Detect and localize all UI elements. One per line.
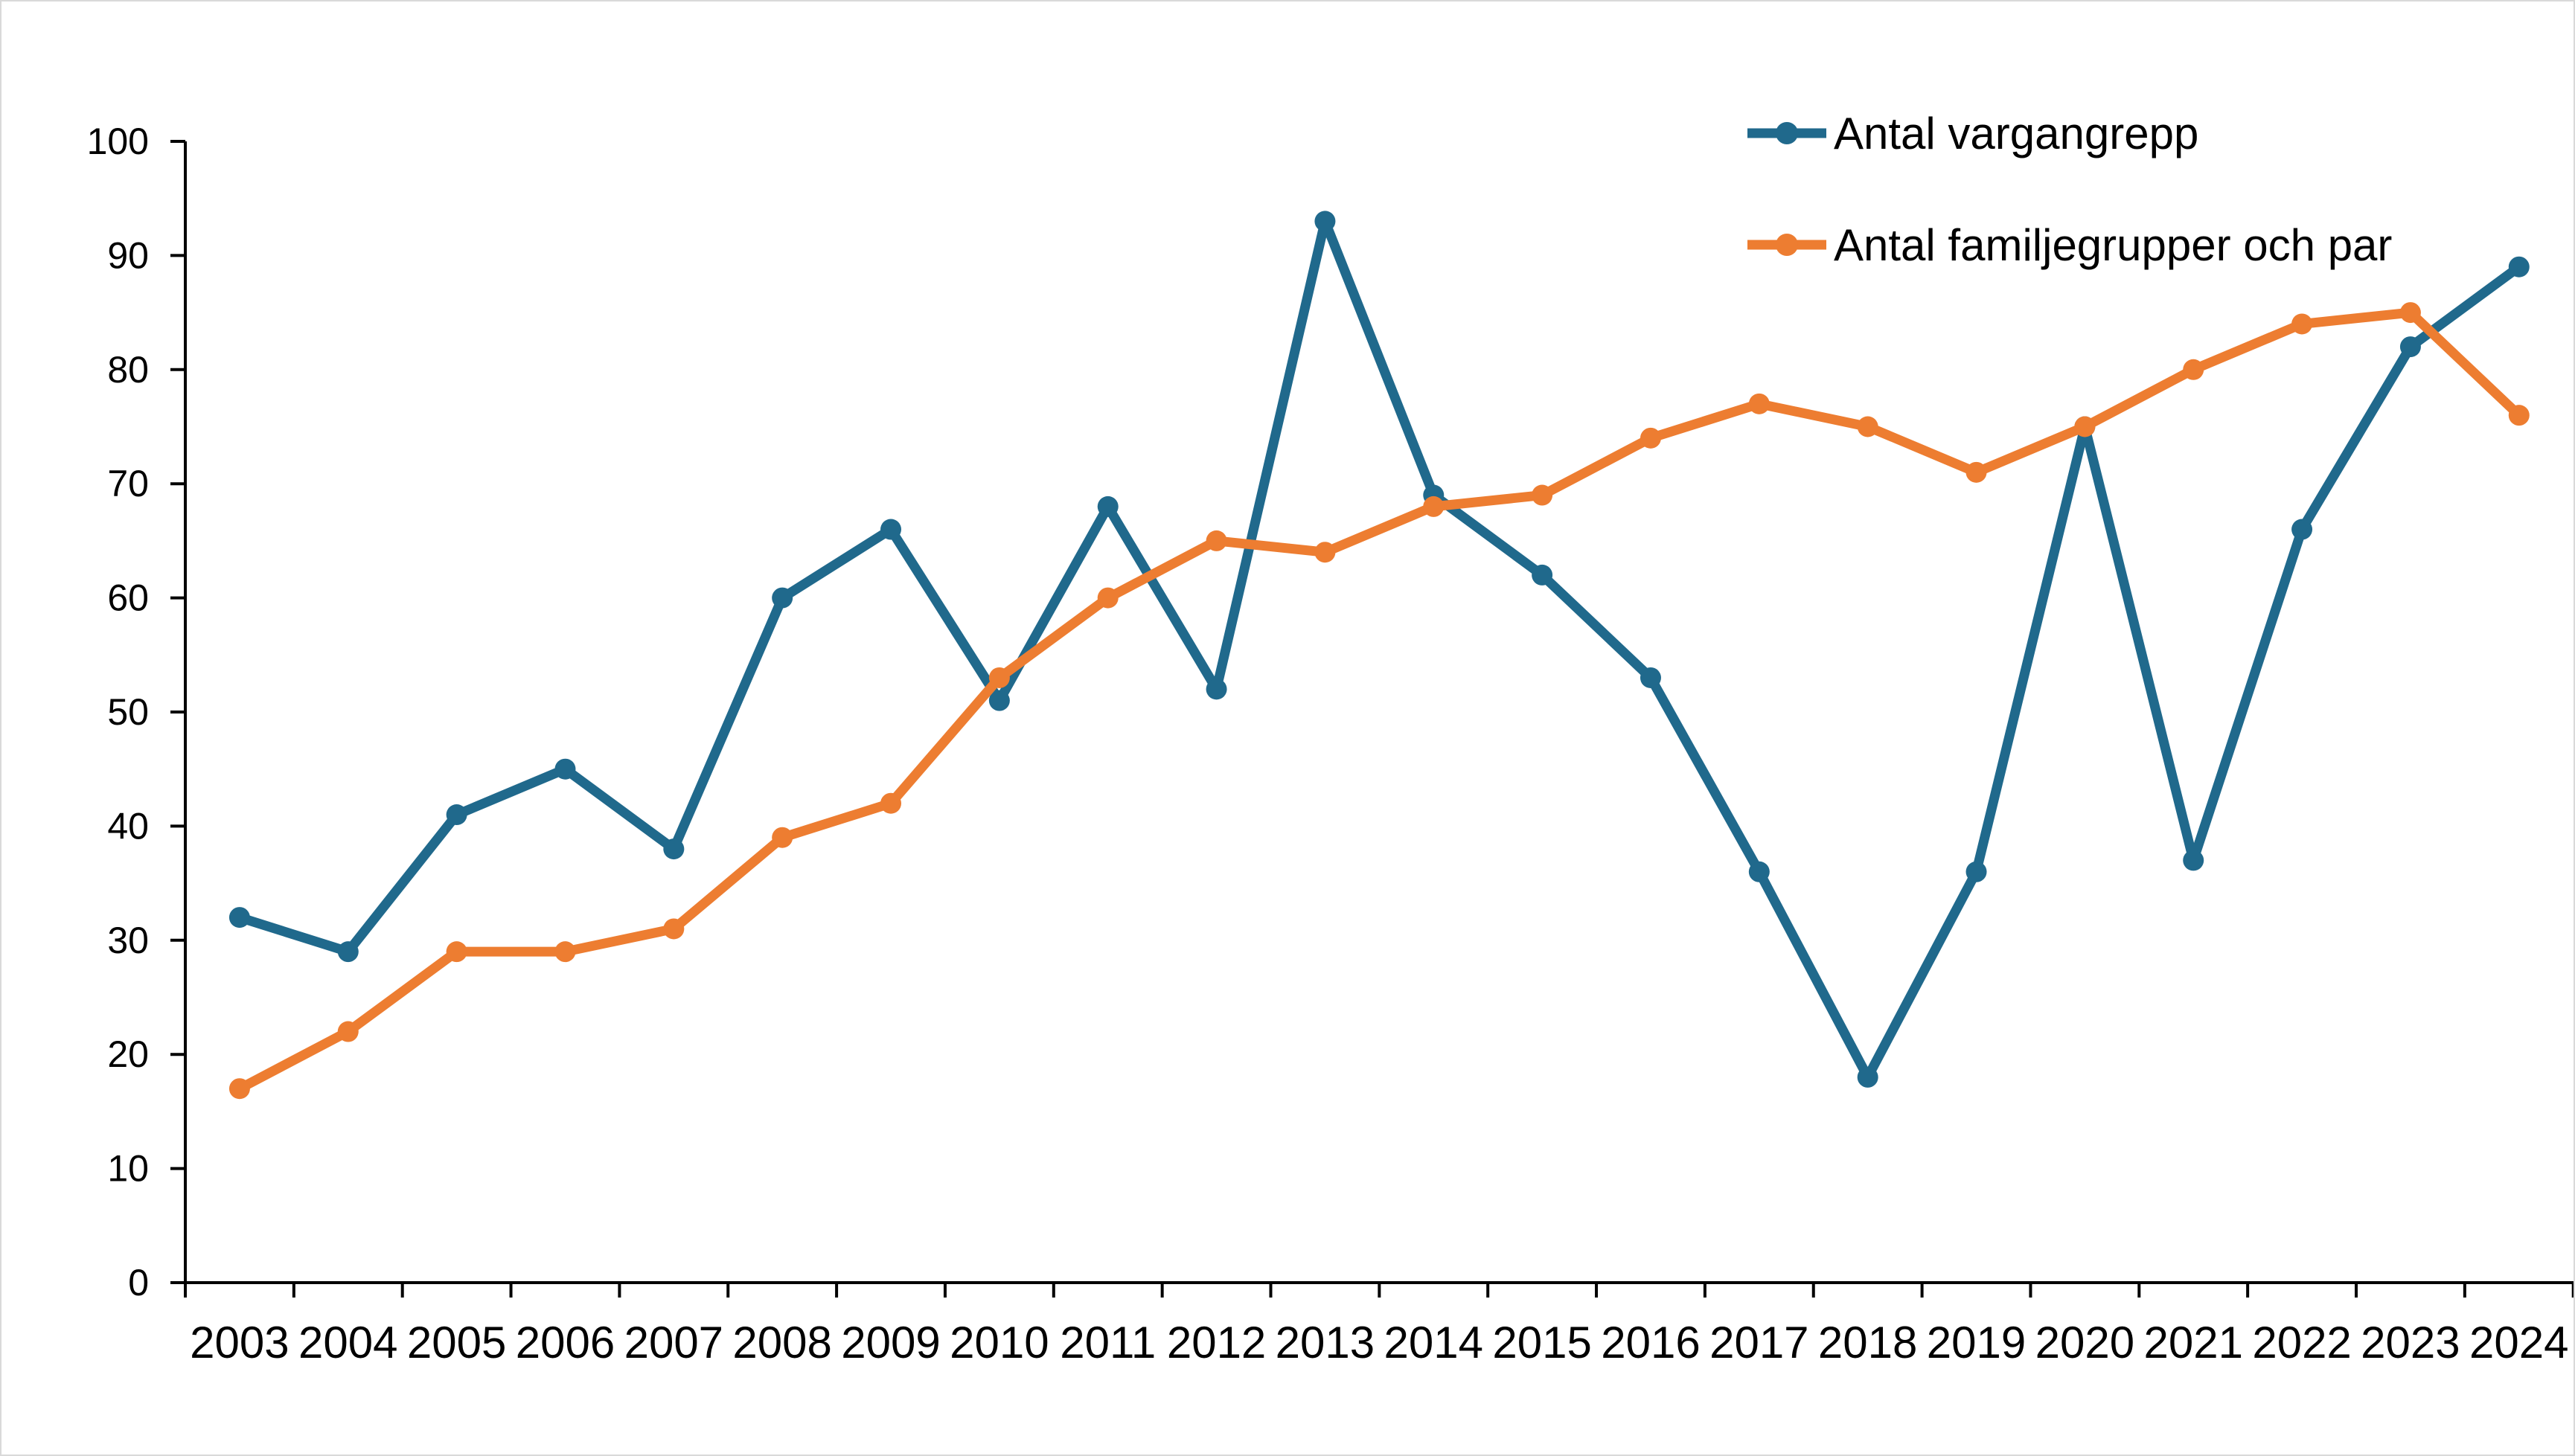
x-tick-label-2008: 2008 (732, 1318, 831, 1367)
y-tick-label-70: 70 (107, 463, 149, 504)
data-point-2016 (1640, 427, 1661, 449)
data-point-2024 (2508, 256, 2530, 278)
data-point-2010 (988, 690, 1010, 711)
x-tick-label-2012: 2012 (1167, 1318, 1266, 1367)
y-axis-ticks (170, 140, 185, 1284)
x-tick-label-2016: 2016 (1601, 1318, 1700, 1367)
data-point-2007 (663, 918, 685, 940)
x-tick-label-2013: 2013 (1276, 1318, 1375, 1367)
data-point-2023 (2399, 336, 2421, 358)
data-point-2013 (1314, 211, 1336, 232)
y-tick-label-40: 40 (107, 805, 149, 847)
data-point-2015 (1532, 564, 1553, 586)
data-point-2022 (2291, 519, 2313, 540)
series-line-0 (234, 216, 2524, 1083)
data-point-2008 (772, 827, 793, 848)
data-point-2007 (663, 838, 685, 860)
data-point-2017 (1748, 861, 1770, 882)
data-point-2019 (1965, 861, 1987, 882)
x-axis-ticks (184, 1283, 2574, 1298)
data-point-2014 (1423, 496, 1445, 517)
data-point-2005 (446, 804, 467, 826)
y-tick-label-50: 50 (107, 691, 149, 733)
legend-marker-dot-icon (1776, 234, 1798, 256)
y-axis-tick-labels: 0 10 20 30 40 50 60 70 80 90 100 (87, 121, 149, 1303)
legend-marker-dot-icon (1776, 122, 1798, 144)
x-tick-label-2018: 2018 (1818, 1318, 1917, 1367)
series-1 (228, 302, 2530, 1100)
legend-item-familjegrupper: Antal familjegrupper och par (1747, 220, 2392, 270)
x-tick-label-2017: 2017 (1709, 1318, 1808, 1367)
x-tick-label-2004: 2004 (298, 1318, 397, 1367)
data-point-2020 (2074, 416, 2096, 437)
data-point-2009 (880, 519, 902, 540)
data-point-2003 (228, 907, 250, 929)
x-tick-label-2003: 2003 (190, 1318, 289, 1367)
legend: Antal vargangrepp Antal familjegrupper o… (1747, 109, 2392, 270)
x-tick-label-2022: 2022 (2252, 1318, 2351, 1367)
y-tick-label-20: 20 (107, 1033, 149, 1075)
data-point-2021 (2183, 850, 2204, 871)
x-tick-label-2010: 2010 (950, 1318, 1049, 1367)
x-tick-label-2009: 2009 (841, 1318, 940, 1367)
data-point-2024 (2508, 405, 2530, 426)
x-tick-label-2024: 2024 (2469, 1318, 2568, 1367)
x-tick-label-2023: 2023 (2361, 1318, 2460, 1367)
data-point-2009 (880, 792, 902, 814)
y-tick-label-100: 100 (87, 121, 149, 162)
y-tick-label-0: 0 (128, 1262, 149, 1303)
data-point-2011 (1097, 496, 1119, 517)
data-point-2013 (1314, 542, 1336, 563)
x-tick-label-2014: 2014 (1384, 1318, 1483, 1367)
data-point-2010 (988, 667, 1010, 688)
data-point-2006 (554, 758, 576, 780)
data-point-2008 (772, 587, 793, 609)
y-tick-label-80: 80 (107, 349, 149, 391)
x-tick-label-2007: 2007 (624, 1318, 723, 1367)
x-tick-label-2015: 2015 (1492, 1318, 1591, 1367)
legend-label-vargangrepp: Antal vargangrepp (1834, 109, 2198, 158)
legend-item-vargangrepp: Antal vargangrepp (1747, 109, 2198, 158)
data-point-2019 (1965, 461, 1987, 483)
x-tick-label-2021: 2021 (2143, 1318, 2242, 1367)
data-point-2018 (1857, 1066, 1878, 1088)
data-point-2003 (228, 1078, 250, 1100)
y-tick-label-60: 60 (107, 577, 149, 619)
data-point-2004 (337, 1021, 359, 1042)
data-point-2017 (1748, 393, 1770, 414)
data-point-2016 (1640, 667, 1661, 688)
x-tick-label-2011: 2011 (1060, 1318, 1156, 1367)
data-point-2015 (1532, 484, 1553, 506)
data-point-2006 (554, 941, 576, 963)
series-line-1 (234, 307, 2524, 1094)
data-point-2005 (446, 941, 467, 963)
x-tick-label-2006: 2006 (516, 1318, 615, 1367)
y-tick-label-90: 90 (107, 234, 149, 276)
y-tick-label-10: 10 (107, 1148, 149, 1190)
legend-label-familjegrupper: Antal familjegrupper och par (1834, 220, 2392, 270)
data-point-2018 (1857, 416, 1878, 437)
series-layer (228, 211, 2530, 1100)
data-point-2004 (337, 941, 359, 963)
x-tick-label-2019: 2019 (1927, 1318, 2026, 1367)
data-point-2012 (1206, 530, 1227, 551)
data-point-2022 (2291, 313, 2313, 335)
series-0 (228, 211, 2530, 1088)
x-axis-tick-labels: 2003 2004 2005 2006 2007 2008 2009 2010 2011 2012… (190, 1318, 2568, 1367)
y-tick-label-30: 30 (107, 920, 149, 961)
x-tick-label-2005: 2005 (407, 1318, 506, 1367)
data-point-2012 (1206, 679, 1227, 700)
x-tick-label-2020: 2020 (2035, 1318, 2134, 1367)
data-point-2023 (2399, 302, 2421, 324)
data-point-2011 (1097, 587, 1119, 609)
data-point-2021 (2183, 359, 2204, 380)
